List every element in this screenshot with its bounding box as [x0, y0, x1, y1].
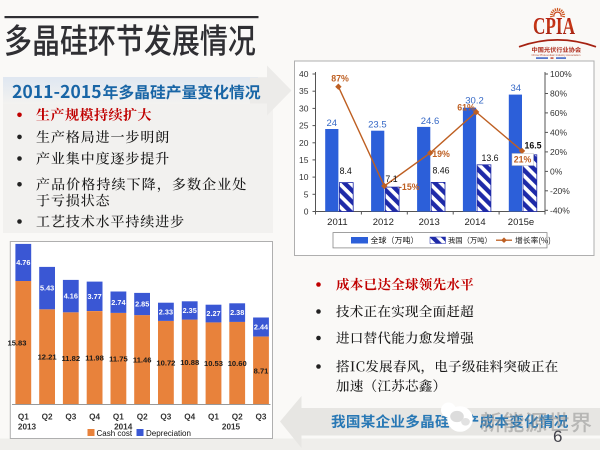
svg-text:2.85: 2.85: [135, 300, 149, 309]
svg-text:China Photovoltaic Industry As: China Photovoltaic Industry Association: [532, 53, 581, 57]
svg-text:2013: 2013: [18, 423, 37, 432]
svg-text:Q3: Q3: [160, 413, 171, 422]
svg-text:24.6: 24.6: [421, 116, 440, 127]
svg-text:8.71: 8.71: [254, 366, 270, 375]
svg-text:10.88: 10.88: [180, 358, 199, 367]
svg-text:2013: 2013: [419, 217, 440, 228]
svg-text:4.76: 4.76: [16, 258, 30, 267]
svg-text:80%: 80%: [550, 89, 567, 99]
svg-text:35: 35: [299, 86, 309, 96]
svg-text:2.44: 2.44: [254, 323, 269, 332]
svg-text:2015e: 2015e: [508, 217, 534, 228]
svg-text:4.16: 4.16: [64, 292, 78, 301]
svg-text:2.74: 2.74: [111, 298, 126, 307]
svg-text:Q1: Q1: [208, 413, 219, 422]
svg-text:Q1: Q1: [113, 413, 124, 422]
svg-text:20: 20: [299, 138, 309, 148]
svg-text:3.77: 3.77: [87, 292, 101, 301]
svg-text:2.38: 2.38: [230, 308, 244, 317]
svg-text:10.60: 10.60: [228, 359, 247, 368]
svg-text:21%: 21%: [514, 155, 532, 165]
svg-text:Cash cost: Cash cost: [97, 429, 133, 438]
svg-text:7.1: 7.1: [385, 174, 397, 184]
svg-text:5: 5: [304, 189, 309, 199]
svg-text:11.75: 11.75: [109, 355, 128, 364]
svg-text:CPIA: CPIA: [533, 14, 575, 40]
svg-text:2.27: 2.27: [206, 309, 220, 318]
svg-text:10: 10: [299, 172, 309, 182]
svg-text:19%: 19%: [432, 149, 450, 159]
svg-text:Q2: Q2: [232, 413, 243, 422]
svg-text:-40%: -40%: [550, 205, 570, 215]
svg-text:23.5: 23.5: [368, 120, 387, 131]
svg-text:20%: 20%: [550, 147, 567, 157]
svg-text:11.98: 11.98: [85, 354, 104, 363]
svg-text:-15%: -15%: [399, 182, 420, 192]
svg-text:0: 0: [304, 207, 309, 217]
svg-text:13.6: 13.6: [481, 153, 498, 163]
svg-text:2011: 2011: [327, 217, 347, 228]
svg-text:12.21: 12.21: [38, 353, 58, 362]
svg-text:2014: 2014: [465, 217, 486, 228]
svg-text:5.43: 5.43: [40, 284, 54, 293]
svg-text:24: 24: [327, 118, 338, 129]
svg-text:2015: 2015: [222, 423, 241, 432]
svg-text:Q3: Q3: [65, 413, 76, 422]
svg-text:Q4: Q4: [184, 413, 195, 422]
svg-text:30: 30: [299, 103, 309, 113]
svg-text:11.82: 11.82: [62, 354, 81, 363]
svg-text:10.72: 10.72: [156, 359, 175, 368]
svg-text:30.2: 30.2: [465, 96, 484, 107]
svg-text:Q4: Q4: [89, 413, 100, 422]
svg-text:2014: 2014: [114, 423, 133, 432]
svg-text:-20%: -20%: [550, 186, 570, 196]
svg-text:40: 40: [299, 69, 309, 79]
svg-text:Q2: Q2: [137, 413, 148, 422]
svg-text:61%: 61%: [457, 103, 475, 113]
svg-text:60%: 60%: [550, 108, 567, 118]
svg-text:2.35: 2.35: [183, 306, 197, 315]
svg-text:15: 15: [299, 155, 309, 165]
svg-text:40%: 40%: [550, 127, 567, 137]
svg-text:15.83: 15.83: [7, 339, 26, 348]
svg-text:0%: 0%: [550, 166, 563, 176]
svg-text:2012: 2012: [373, 217, 394, 228]
svg-text:8.46: 8.46: [432, 166, 449, 176]
svg-text:6: 6: [553, 427, 562, 446]
svg-text:Q2: Q2: [42, 413, 53, 422]
svg-text:10.53: 10.53: [204, 359, 223, 368]
svg-text:Q1: Q1: [18, 413, 29, 422]
svg-text:87%: 87%: [331, 74, 349, 84]
svg-text:8.4: 8.4: [340, 166, 352, 176]
svg-text:2.33: 2.33: [159, 307, 173, 316]
svg-text:16.5: 16.5: [524, 141, 541, 151]
svg-text:11.46: 11.46: [133, 356, 152, 365]
svg-text:Depreciation: Depreciation: [146, 429, 191, 438]
svg-text:100%: 100%: [550, 69, 572, 79]
svg-text:34: 34: [511, 83, 522, 94]
svg-text:25: 25: [299, 121, 309, 131]
svg-text:Q3: Q3: [256, 413, 267, 422]
